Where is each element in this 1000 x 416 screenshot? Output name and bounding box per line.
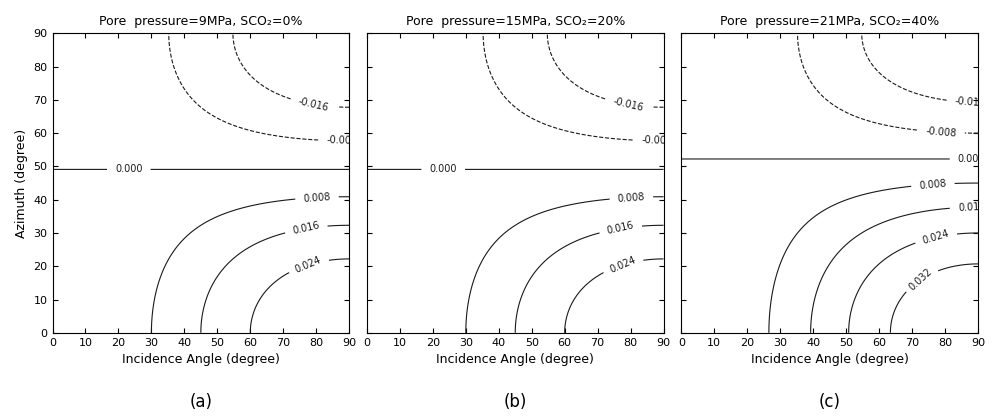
Text: 0.000: 0.000 <box>115 164 143 174</box>
X-axis label: Incidence Angle (degree): Incidence Angle (degree) <box>751 353 909 366</box>
Text: 0.008: 0.008 <box>919 178 947 191</box>
Text: (c): (c) <box>819 393 841 411</box>
Text: 0.016: 0.016 <box>606 220 635 236</box>
Text: 0.016: 0.016 <box>958 202 985 213</box>
X-axis label: Incidence Angle (degree): Incidence Angle (degree) <box>436 353 594 366</box>
Text: -0.016: -0.016 <box>297 96 330 113</box>
Text: 0.024: 0.024 <box>293 255 323 275</box>
Text: -0.008: -0.008 <box>925 126 957 139</box>
Text: -0.016: -0.016 <box>612 96 644 113</box>
Text: 0.000: 0.000 <box>429 164 457 174</box>
X-axis label: Incidence Angle (degree): Incidence Angle (degree) <box>122 353 280 366</box>
Text: 0.000: 0.000 <box>958 154 985 164</box>
Text: (a): (a) <box>189 393 212 411</box>
Text: (b): (b) <box>504 393 527 411</box>
Text: -0.008: -0.008 <box>641 135 672 146</box>
Text: -0.016: -0.016 <box>955 96 986 108</box>
Text: -0.008: -0.008 <box>327 135 358 146</box>
Title: Pore  pressure=21MPa, SCO₂=40%: Pore pressure=21MPa, SCO₂=40% <box>720 15 939 28</box>
Title: Pore  pressure=9MPa, SCO₂=0%: Pore pressure=9MPa, SCO₂=0% <box>99 15 303 28</box>
Text: 0.008: 0.008 <box>617 191 645 203</box>
Text: 0.032: 0.032 <box>907 267 934 293</box>
Text: 0.016: 0.016 <box>292 220 321 236</box>
Text: 0.024: 0.024 <box>608 255 637 275</box>
Y-axis label: Azimuth (degree): Azimuth (degree) <box>15 129 28 238</box>
Title: Pore  pressure=15MPa, SCO₂=20%: Pore pressure=15MPa, SCO₂=20% <box>406 15 625 28</box>
Text: 0.008: 0.008 <box>303 191 331 203</box>
Text: 0.024: 0.024 <box>921 228 950 246</box>
